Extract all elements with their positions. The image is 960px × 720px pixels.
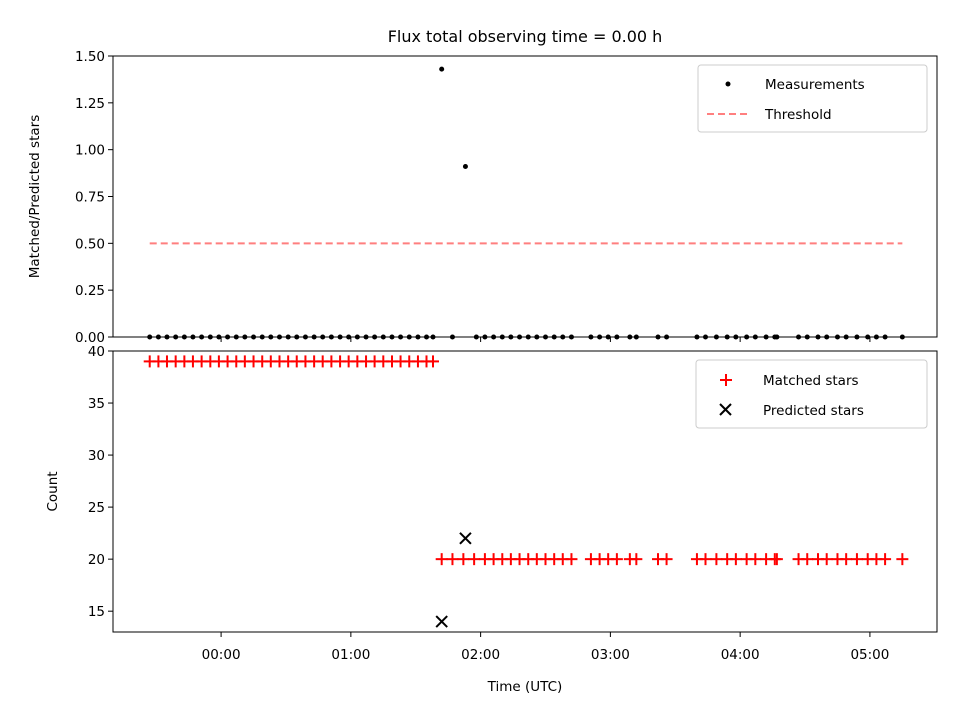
legend-measurements-label: Measurements <box>765 77 865 93</box>
legend-matched-label: Matched stars <box>763 373 859 389</box>
matched-star-point <box>850 553 863 566</box>
matched-star-point <box>801 553 814 566</box>
matched-star-point <box>468 553 481 566</box>
matched-star-point <box>840 553 853 566</box>
y-tick-label: 25 <box>88 500 105 516</box>
y-tick-label: 0.75 <box>75 190 105 206</box>
matched-star-point <box>699 553 712 566</box>
bottom-y-ticks: 15 20 25 30 35 40 <box>88 344 113 620</box>
bottom-legend: Matched stars Predicted stars <box>695 359 928 429</box>
y-tick-label: 30 <box>88 448 105 464</box>
chart-title: Flux total observing time = 0.00 h <box>388 27 663 46</box>
matched-star-point <box>879 553 892 566</box>
measurement-point <box>462 164 468 170</box>
y-tick-label: 0.25 <box>75 283 105 299</box>
matched-star-point <box>896 553 909 566</box>
bottom-x-ticks: 00:00 01:00 02:00 03:00 04:00 05:00 <box>202 632 889 663</box>
legend-matched-marker <box>720 374 732 386</box>
legend-frame <box>697 64 928 133</box>
matched-star-point <box>610 553 623 566</box>
x-tick-label: 05:00 <box>850 647 889 663</box>
matched-star-point <box>770 553 783 566</box>
y-tick-label: 20 <box>88 552 105 568</box>
counts-layer <box>143 355 909 628</box>
matched-star-point <box>630 553 643 566</box>
y-tick-label: 15 <box>88 604 105 620</box>
y-tick-label: 1.50 <box>75 49 105 65</box>
top-x-ticks <box>220 337 871 342</box>
matched-star-point <box>435 553 448 566</box>
x-tick-label: 04:00 <box>721 647 760 663</box>
x-tick-label: 00:00 <box>202 647 241 663</box>
legend-threshold-label: Threshold <box>764 107 832 123</box>
predicted-star-point <box>435 615 448 628</box>
bottom-y-axis-label: Count <box>45 471 61 511</box>
x-tick-label: 02:00 <box>461 647 500 663</box>
matched-star-point <box>729 553 742 566</box>
predicted-star-point <box>459 532 472 545</box>
x-axis-label: Time (UTC) <box>487 679 563 695</box>
matched-star-point <box>749 553 762 566</box>
matched-star-point <box>426 355 439 368</box>
x-tick-label: 01:00 <box>331 647 370 663</box>
y-tick-label: 0.00 <box>75 330 105 346</box>
top-axes: 0.00 0.25 0.50 0.75 1.00 1.25 1.50 Matched/Pre… <box>27 49 938 346</box>
matched-star-point <box>820 553 833 566</box>
legend-predicted-label: Predicted stars <box>763 403 864 419</box>
measurement-point <box>439 66 445 72</box>
y-tick-label: 0.50 <box>75 236 105 252</box>
bottom-axes-frame <box>112 350 938 633</box>
legend-frame <box>695 359 928 429</box>
y-tick-label: 35 <box>88 396 105 412</box>
matched-star-point <box>710 553 723 566</box>
matched-star-point <box>446 553 459 566</box>
matched-star-point <box>660 553 673 566</box>
top-legend: Measurements Threshold <box>697 64 928 133</box>
legend-measurements-marker <box>725 81 731 87</box>
matched-star-point <box>565 553 578 566</box>
y-tick-label: 1.25 <box>75 96 105 112</box>
bottom-axes: 15 20 25 30 35 40 00:00 01:00 02:00 03:00 04:00 05… <box>45 344 938 695</box>
top-y-axis-label: Matched/Predicted stars <box>27 115 43 278</box>
x-tick-label: 03:00 <box>591 647 630 663</box>
top-y-ticks: 0.00 0.25 0.50 0.75 1.00 1.25 1.50 <box>75 49 113 346</box>
legend-predicted-marker <box>719 403 732 416</box>
matched-star-point <box>457 553 470 566</box>
y-tick-label: 1.00 <box>75 143 105 159</box>
y-tick-label: 40 <box>88 344 105 360</box>
